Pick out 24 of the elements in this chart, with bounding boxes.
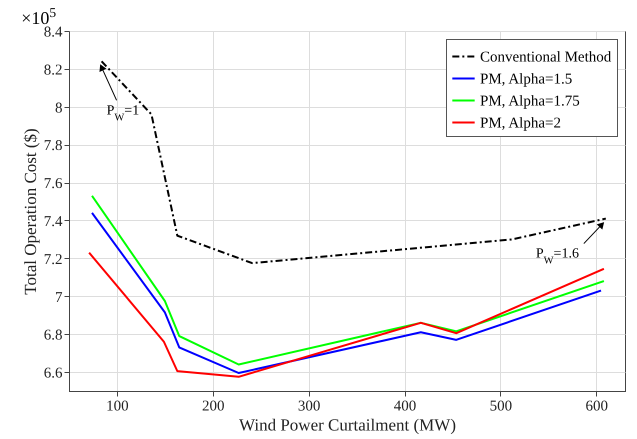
x-tick-label: 300 xyxy=(298,398,320,414)
legend-label: PM, Alpha=1.5 xyxy=(480,72,572,88)
y-tick-label: 7.4 xyxy=(44,214,63,230)
x-tick-label: 600 xyxy=(585,398,608,414)
line-series xyxy=(100,60,607,264)
y-tick-label: 8 xyxy=(55,100,62,116)
annotation: P$_{W}$=1 xyxy=(106,103,140,123)
x-tick-label: 100 xyxy=(106,398,129,414)
y-tick-label: 7.8 xyxy=(44,138,62,154)
y-tick-label: 7.6 xyxy=(44,176,63,192)
y-tick-label: 6.6 xyxy=(44,366,63,382)
legend-label: PM, Alpha=1.75 xyxy=(480,94,580,110)
x-tick-label: 400 xyxy=(394,398,416,414)
legend-label: Conventional Method xyxy=(480,50,612,66)
y-axis-title: Total Operation Cost ($) xyxy=(20,128,40,295)
x-axis-title: Wind Power Curtailment (MW) xyxy=(239,416,456,434)
y-tick-label: 7.2 xyxy=(44,252,62,268)
x-tick-label: 500 xyxy=(490,398,512,414)
legend-label: PM, Alpha=2 xyxy=(480,116,561,132)
y-tick-label: 7 xyxy=(55,290,63,306)
y-tick-label: 8.2 xyxy=(44,62,62,78)
y-tick-label: 6.8 xyxy=(44,328,62,344)
annotation: P$_{W}$=1.6 xyxy=(536,246,579,266)
x-tick-label: 200 xyxy=(202,398,225,414)
